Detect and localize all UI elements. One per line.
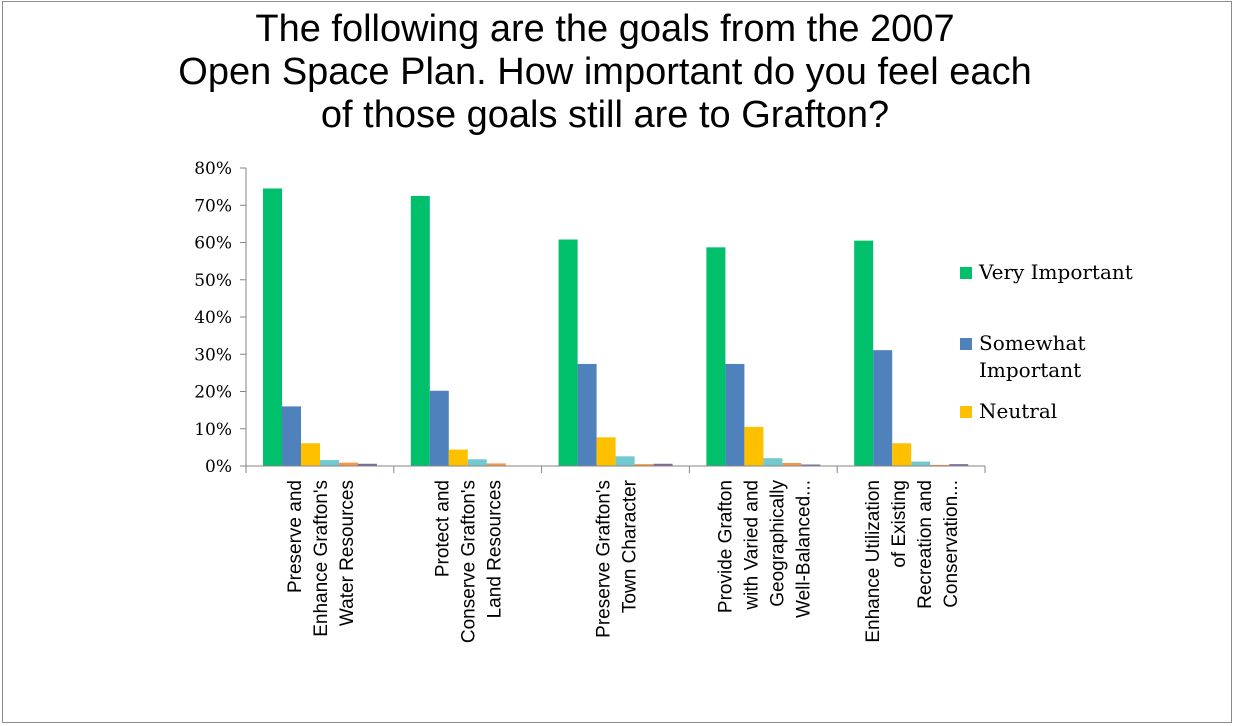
legend-label: Very Important: [978, 260, 1133, 284]
bar-s2-c2: [596, 437, 616, 466]
x-category-label: Enhance Grafton's: [311, 480, 332, 637]
bar-s3-c0: [320, 460, 339, 466]
y-tick-label: 40%: [194, 308, 232, 328]
bar-s4-c0: [339, 462, 358, 466]
bar-s4-c1: [486, 463, 506, 466]
bar-s2-c3: [744, 426, 764, 466]
chart-title-line-1: The following are the goals from the 200…: [255, 8, 955, 50]
chart-title-line-3: of those goals still are to Grafton?: [320, 94, 890, 136]
bar-s3-c3: [763, 458, 783, 466]
x-category-label: Recreation and: [915, 480, 936, 609]
bar-s0-c4: [854, 240, 874, 466]
chart-title-line-2: Open Space Plan. How important do you fe…: [178, 51, 1032, 93]
x-category-label: Protect and: [433, 480, 454, 577]
bar-s2-c1: [448, 449, 468, 466]
bar-s3-c4: [911, 461, 931, 466]
legend-swatch: [960, 267, 972, 279]
bar-s1-c3: [725, 363, 745, 466]
bar-s2-c0: [301, 443, 320, 466]
y-tick-label: 10%: [194, 420, 232, 440]
x-category-label: Geographically: [767, 480, 788, 607]
legend-label: Neutral: [979, 399, 1057, 423]
y-tick-labels: 0% 10% 20% 30% 40% 50% 60% 70% 80%: [194, 159, 232, 477]
legend-swatch: [960, 338, 972, 350]
bar-s3-c2: [615, 456, 635, 466]
x-category-label: Enhance Utilization: [863, 480, 884, 643]
bar-s5-c3: [801, 464, 821, 466]
x-category-label: Conserve Grafton's: [459, 480, 480, 643]
x-category-label: Town Character: [620, 479, 641, 613]
bar-s0-c1: [410, 195, 430, 466]
bar-s5-c0: [358, 463, 377, 466]
x-category-labels: Preserve and Enhance Grafton's Water Resou…: [285, 479, 962, 643]
bar-s4-c4: [930, 464, 950, 466]
bar-s0-c0: [263, 188, 282, 467]
x-category-label: Preserve and: [285, 480, 306, 593]
chart-title: The following are the goals from the 200…: [60, 8, 1150, 137]
x-category-label: Well-Balanced...: [793, 480, 814, 618]
x-category-label: Land Resources: [485, 480, 506, 618]
legend-swatch: [960, 406, 972, 418]
x-category-label: Conservation...: [941, 480, 962, 608]
bar-s5-c2: [653, 463, 673, 466]
x-category-label: Water Resources: [337, 480, 358, 626]
bar-s2-c4: [892, 443, 912, 466]
axes-layer: [240, 167, 986, 473]
y-tick-label: 0%: [205, 457, 232, 477]
x-category-label: Preserve Grafton's: [594, 480, 615, 638]
bar-s3-c1: [467, 459, 487, 466]
y-tick-label: 60%: [194, 234, 232, 254]
x-category-label: with Varied and: [741, 480, 762, 611]
y-tick-label: 80%: [194, 159, 232, 179]
bar-s0-c2: [558, 239, 578, 466]
y-tick-label: 30%: [194, 345, 232, 365]
legend-label: Important: [979, 358, 1081, 382]
bar-s1-c1: [429, 390, 449, 466]
bars-layer: [263, 188, 969, 467]
bar-s4-c3: [782, 463, 802, 466]
bar-s1-c2: [577, 363, 597, 466]
bar-s5-c4: [949, 464, 969, 466]
x-category-label: Provide Grafton: [715, 480, 736, 613]
y-tick-label: 70%: [194, 196, 232, 216]
legend-label: Somewhat: [979, 331, 1086, 355]
y-tick-label: 50%: [194, 271, 232, 291]
bar-s4-c2: [634, 464, 654, 466]
y-tick-label: 20%: [194, 383, 232, 403]
bar-s1-c4: [873, 350, 893, 466]
x-category-label: of Existing: [889, 480, 910, 568]
bar-s0-c3: [706, 247, 726, 466]
bar-s1-c0: [282, 406, 301, 466]
legend: Very Important Somewhat Important Neutral: [960, 260, 1133, 423]
